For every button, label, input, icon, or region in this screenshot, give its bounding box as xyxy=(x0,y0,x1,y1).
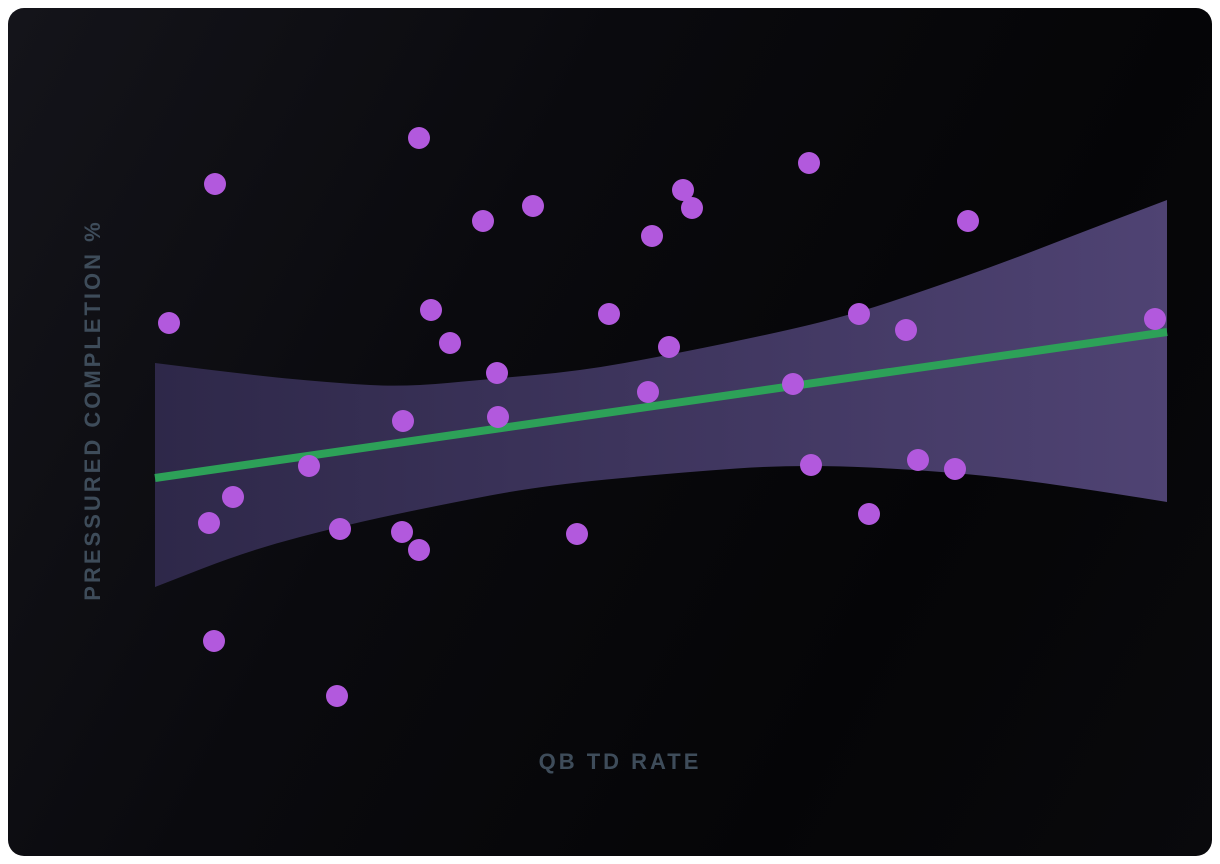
scatter-point xyxy=(420,299,442,321)
scatter-point xyxy=(681,197,703,219)
scatter-point xyxy=(637,381,659,403)
scatter-point xyxy=(907,449,929,471)
scatter-point xyxy=(408,127,430,149)
scatter-point xyxy=(326,685,348,707)
scatter-point xyxy=(944,458,966,480)
scatter-point xyxy=(798,152,820,174)
scatter-point xyxy=(298,455,320,477)
confidence-band xyxy=(155,200,1167,587)
scatter-point xyxy=(487,406,509,428)
scatter-point xyxy=(522,195,544,217)
scatter-point xyxy=(566,523,588,545)
scatter-point xyxy=(439,332,461,354)
scatter-point xyxy=(204,173,226,195)
scatter-point xyxy=(598,303,620,325)
scatter-point xyxy=(848,303,870,325)
scatter-point xyxy=(391,521,413,543)
scatter-point xyxy=(957,210,979,232)
scatter-point xyxy=(329,518,351,540)
scatter-point xyxy=(641,225,663,247)
y-axis-label: PRESSURED COMPLETION % xyxy=(80,219,105,600)
scatter-point xyxy=(486,362,508,384)
scatter-point xyxy=(408,539,430,561)
scatter-point xyxy=(198,512,220,534)
trend-line xyxy=(154,328,1168,482)
scatter-point xyxy=(472,210,494,232)
scatter-points xyxy=(158,127,1166,707)
scatter-point xyxy=(392,410,414,432)
scatter-point xyxy=(222,486,244,508)
scatter-point xyxy=(858,503,880,525)
scatter-point xyxy=(782,373,804,395)
scatter-point xyxy=(672,179,694,201)
scatter-point xyxy=(800,454,822,476)
scatter-point xyxy=(895,319,917,341)
scatter-point xyxy=(203,630,225,652)
x-axis-label: QB TD RATE xyxy=(539,749,702,774)
scatter-point xyxy=(658,336,680,358)
scatter-point xyxy=(1144,308,1166,330)
scatter-point xyxy=(158,312,180,334)
